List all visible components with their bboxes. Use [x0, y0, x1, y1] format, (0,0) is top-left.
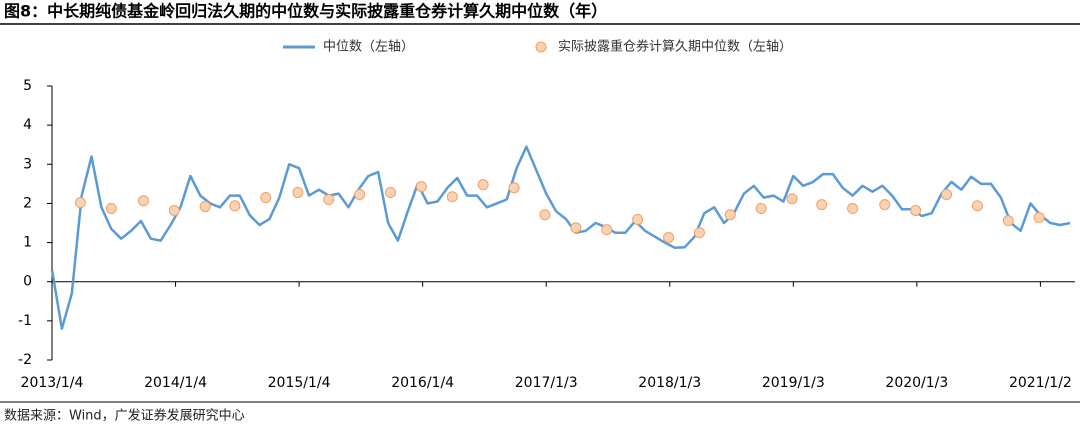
y-tick-label: -1: [18, 313, 32, 329]
scatter-point: [260, 192, 272, 204]
scatter-point: [415, 181, 427, 193]
scatter-point: [663, 231, 675, 243]
x-tick-label: 2018/1/3: [638, 375, 701, 391]
legend-marker: [535, 41, 547, 53]
scatter-point: [570, 222, 582, 234]
scatter-point: [292, 186, 304, 198]
scatter-point: [446, 191, 458, 203]
scatter-point: [1002, 215, 1014, 227]
legend-label: 实际披露重仓券计算久期中位数（左轴）: [558, 39, 792, 55]
scatter-point: [971, 200, 983, 212]
x-tick-label: 2014/1/4: [144, 375, 207, 391]
y-tick-label: 1: [23, 235, 32, 251]
x-tick-label: 2021/1/2: [1009, 375, 1072, 391]
x-tick-label: 2017/1/3: [515, 375, 578, 391]
scatter-point: [105, 203, 117, 215]
chart-title: 图8：中长期纯债基金岭回归法久期的中位数与实际披露重仓券计算久期中位数（年）: [4, 2, 607, 21]
scatter-point: [354, 188, 366, 200]
scatter-point: [385, 186, 397, 198]
scatter-point: [323, 194, 335, 206]
scatter-point: [816, 199, 828, 211]
y-tick-label: 4: [23, 117, 32, 133]
x-tick-label: 2015/1/4: [268, 375, 331, 391]
scatter-point: [879, 199, 891, 211]
scatter-point: [1033, 212, 1045, 224]
x-tick-label: 2016/1/4: [391, 375, 454, 391]
scatter-point: [910, 204, 922, 216]
scatter-point: [724, 209, 736, 221]
scatter-point: [632, 213, 644, 225]
line-series: [50, 145, 1071, 330]
y-tick-label: -2: [18, 352, 32, 368]
scatter-point: [693, 227, 705, 239]
scatter-point: [508, 182, 520, 194]
scatter-point: [755, 203, 767, 215]
x-tick-label: 2019/1/3: [762, 375, 825, 391]
y-tick-label: 2: [23, 195, 32, 211]
scatter-point: [168, 204, 180, 216]
y-tick-label: 5: [23, 78, 32, 94]
source: 数据来源：Wind，广发证券发展研究中心: [4, 408, 245, 424]
scatter-point: [941, 188, 953, 200]
scatter-point: [786, 193, 798, 205]
scatter-point: [199, 201, 211, 213]
scatter-point: [477, 179, 489, 191]
scatter-point: [74, 197, 86, 209]
x-tick-label: 2013/1/4: [21, 375, 84, 391]
scatter-point: [847, 203, 859, 215]
scatter-point: [229, 200, 241, 212]
x-tick-label: 2020/1/3: [885, 375, 948, 391]
y-tick-label: 3: [23, 156, 32, 172]
legend-label: 中位数（左轴）: [323, 40, 414, 55]
y-tick-label: 0: [23, 274, 32, 290]
scatter-point: [137, 195, 149, 207]
scatter-point: [539, 209, 551, 221]
scatter-point: [601, 224, 613, 236]
